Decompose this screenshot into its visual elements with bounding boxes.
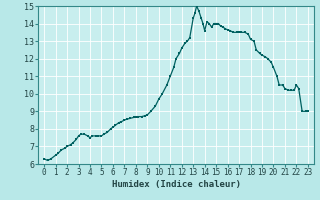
X-axis label: Humidex (Indice chaleur): Humidex (Indice chaleur) xyxy=(111,180,241,189)
